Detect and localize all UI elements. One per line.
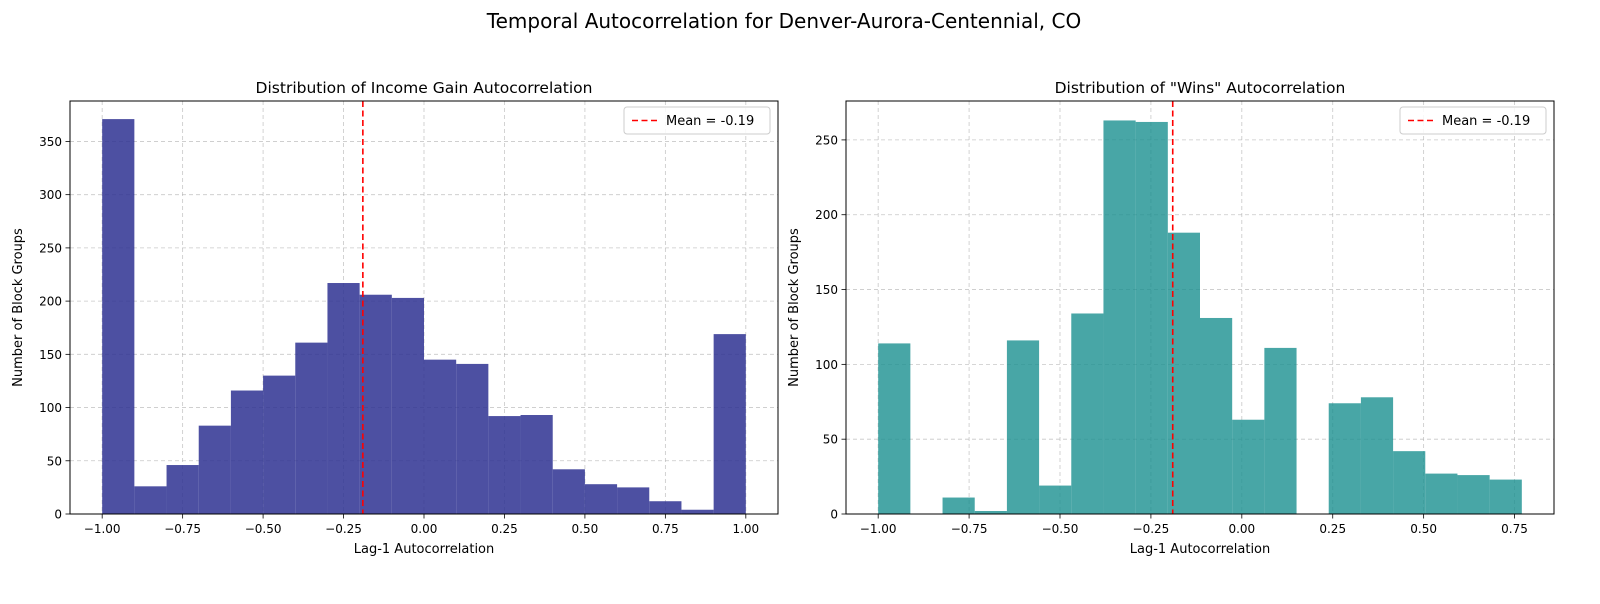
histogram-bar	[263, 375, 296, 514]
x-tick-label: −0.50	[1042, 522, 1079, 536]
histogram-bar	[649, 501, 682, 514]
histogram-bar	[584, 484, 618, 514]
histogram-bar	[617, 487, 650, 514]
y-tick-label: 200	[815, 208, 838, 222]
x-tick-label: −1.00	[860, 522, 897, 536]
histogram-bar	[391, 297, 424, 514]
income-gain-histogram-panel: −1.00 −0.75 −0.50 −0.25 0.00 0.25 0.50 0.75 1.00…	[11, 79, 779, 557]
y-tick-label: 350	[39, 135, 62, 149]
x-tick-label: −1.00	[84, 522, 121, 536]
y-tick-label: 200	[39, 295, 62, 309]
histogram-bar	[166, 465, 199, 514]
y-tick-label: 0	[830, 508, 838, 522]
y-tick-label: 50	[823, 433, 838, 447]
legend-box	[1399, 106, 1547, 135]
y-tick-label: 250	[815, 133, 838, 147]
histogram-bar	[1200, 317, 1233, 514]
x-tick-label: 0.00	[1228, 522, 1255, 536]
histogram-bar	[230, 390, 264, 514]
histogram-bar	[102, 119, 135, 514]
histogram-bar	[1071, 313, 1104, 514]
y-axis-label: Number of Block Groups	[11, 228, 26, 387]
histogram-bar	[488, 416, 521, 514]
figure-suptitle: Temporal Autocorrelation for Denver-Auro…	[486, 9, 1081, 33]
x-tick-label: 0.25	[1319, 522, 1346, 536]
chart-title: Distribution of Income Gain Autocorrelat…	[256, 79, 593, 97]
x-tick-label: −0.25	[325, 522, 362, 536]
histogram-bar	[1360, 397, 1394, 514]
histogram-bar	[1393, 451, 1426, 514]
wins-histogram-panel: −1.00 −0.75 −0.50 −0.25 0.00 0.25 0.50 0.75 0 50 1…	[787, 79, 1555, 557]
histogram-bar	[1232, 419, 1265, 514]
x-axis-label: Lag-1 Autocorrelation	[354, 542, 495, 557]
x-tick-label: −0.75	[164, 522, 201, 536]
legend-label: Mean = -0.19	[1442, 114, 1530, 129]
x-tick-label: 0.00	[411, 522, 438, 536]
y-tick-label: 300	[39, 188, 62, 202]
histogram-bar	[974, 511, 1007, 514]
histogram-bar	[942, 497, 975, 514]
histogram-bar	[424, 359, 457, 514]
histogram-bars	[878, 120, 1522, 515]
x-axis-label: Lag-1 Autocorrelation	[1130, 542, 1271, 557]
chart-title: Distribution of "Wins" Autocorrelation	[1055, 79, 1346, 97]
histogram-bar	[878, 343, 911, 514]
y-tick-label: 150	[39, 348, 62, 362]
histogram-bar	[713, 334, 746, 514]
x-tick-label: 0.50	[572, 522, 599, 536]
y-tick-label: 150	[815, 283, 838, 297]
x-tick-label: 0.75	[1501, 522, 1528, 536]
histogram-bar	[456, 363, 489, 514]
histogram-bar	[1457, 475, 1490, 514]
legend: Mean = -0.19	[1399, 106, 1547, 135]
histogram-bars	[102, 119, 746, 514]
histogram-bar	[1264, 347, 1297, 514]
histogram-bar	[1006, 340, 1040, 514]
histogram-bar	[1328, 403, 1361, 514]
histogram-bar	[327, 283, 360, 514]
legend: Mean = -0.19	[623, 106, 771, 135]
histogram-bar	[295, 342, 328, 514]
x-tick-label: −0.75	[951, 522, 988, 536]
axes-frame	[845, 100, 1555, 515]
histogram-bar	[1103, 120, 1136, 515]
histogram-bar	[1425, 473, 1458, 514]
histogram-bar	[1135, 121, 1168, 514]
y-axis-label: Number of Block Groups	[787, 228, 802, 387]
histogram-bar	[552, 469, 585, 514]
histogram-bar	[1489, 479, 1522, 514]
x-tick-label: 0.25	[491, 522, 518, 536]
y-tick-label: 100	[815, 358, 838, 372]
histogram-bar	[134, 486, 167, 514]
x-tick-label: −0.25	[1133, 522, 1170, 536]
histogram-bar	[359, 294, 392, 514]
x-tick-label: 0.75	[652, 522, 679, 536]
y-tick-label: 0	[54, 508, 62, 522]
legend-label: Mean = -0.19	[666, 114, 754, 129]
histogram-bar	[1039, 485, 1072, 514]
histogram-bar	[681, 509, 714, 514]
x-tick-label: −0.50	[245, 522, 282, 536]
x-tick-label: 0.50	[1410, 522, 1437, 536]
y-tick-label: 50	[47, 454, 62, 468]
histogram-bar	[198, 425, 231, 514]
legend-box	[623, 106, 771, 135]
y-tick-label: 250	[39, 241, 62, 255]
x-tick-label: 1.00	[732, 522, 759, 536]
histogram-bar	[520, 415, 553, 514]
y-tick-label: 100	[39, 401, 62, 415]
